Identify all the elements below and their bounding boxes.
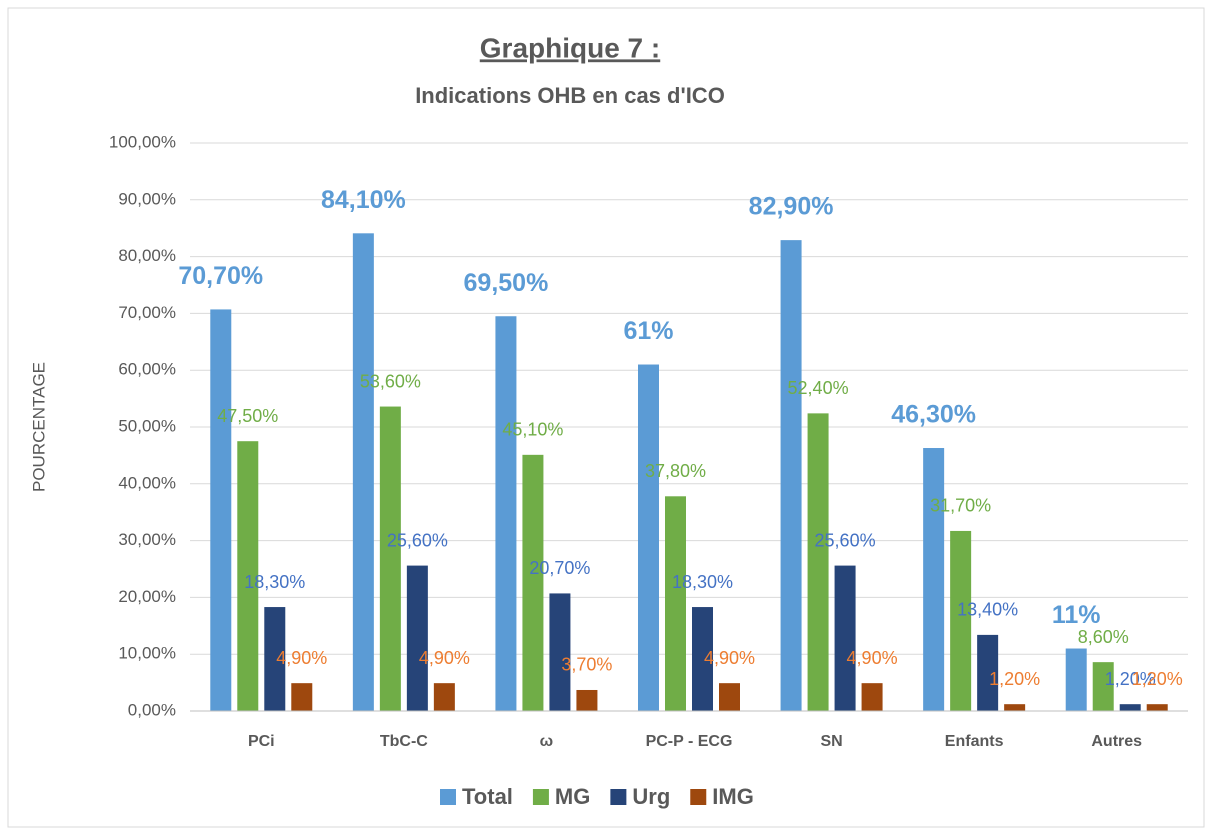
value-label: 25,60% — [815, 530, 876, 550]
value-label: 31,70% — [930, 496, 991, 516]
bar — [638, 364, 659, 711]
bar — [692, 607, 713, 711]
value-label: 52,40% — [788, 378, 849, 398]
bar — [379, 406, 401, 711]
value-label: 1,20% — [989, 669, 1040, 689]
bar — [1004, 704, 1026, 711]
bar — [549, 593, 571, 711]
bar — [665, 496, 686, 711]
bar — [834, 565, 856, 711]
bar — [977, 634, 999, 711]
value-label: 84,10% — [321, 186, 406, 214]
value-label: 70,70% — [178, 262, 263, 290]
y-tick-label: 90,00% — [118, 189, 176, 208]
bar — [780, 240, 802, 712]
legend-label: Total — [462, 784, 513, 809]
value-label: 53,60% — [360, 371, 421, 391]
legend-swatch — [440, 789, 456, 805]
legend-swatch — [690, 789, 707, 805]
x-tick-label: ω — [540, 733, 554, 750]
value-label: 37,80% — [645, 461, 706, 481]
value-label: 18,30% — [244, 572, 305, 592]
x-tick-label: PC-P - ECG — [646, 733, 733, 750]
bar — [861, 683, 883, 711]
x-tick-label: SN — [820, 733, 842, 750]
chart-title: Graphique 7 : — [480, 32, 660, 63]
value-label: 1,20% — [1105, 669, 1156, 689]
bar — [950, 530, 972, 711]
bar — [1065, 648, 1087, 711]
bar — [1146, 704, 1168, 711]
x-tick-label: Autres — [1091, 733, 1142, 750]
y-tick-label: 60,00% — [118, 360, 176, 379]
legend-swatch — [610, 789, 627, 805]
value-label: 82,90% — [749, 193, 834, 221]
value-label: 4,90% — [847, 648, 898, 668]
x-tick-label: PCi — [248, 733, 275, 750]
bar — [1092, 662, 1114, 711]
bar — [522, 454, 544, 711]
y-tick-label: 10,00% — [118, 644, 176, 663]
y-axis-label: POURCENTAGE — [29, 362, 48, 492]
bar — [1119, 704, 1141, 711]
value-label: 11% — [1052, 601, 1101, 629]
y-tick-label: 80,00% — [118, 246, 176, 265]
y-tick-label: 30,00% — [118, 530, 176, 549]
legend-label: IMG — [712, 784, 754, 809]
y-tick-label: 0,00% — [128, 700, 176, 719]
value-label: 8,60% — [1078, 627, 1129, 647]
bar — [923, 448, 945, 711]
value-label: 4,90% — [419, 648, 470, 668]
legend-swatch — [532, 789, 549, 805]
legend-label: MG — [555, 784, 590, 809]
value-label: 1,20% — [1132, 669, 1183, 689]
legend-label: Urg — [632, 784, 670, 809]
value-label: 18,30% — [672, 572, 733, 592]
bar — [495, 316, 517, 711]
value-label: 45,10% — [502, 420, 563, 440]
chart-border — [7, 7, 1205, 828]
bar — [807, 413, 829, 711]
bar — [576, 689, 598, 711]
bar — [210, 309, 232, 711]
value-label: 4,90% — [276, 648, 327, 668]
bar — [237, 441, 259, 711]
value-label: 13,40% — [957, 600, 1018, 620]
chart-subtitle: Indications OHB en cas d'ICO — [415, 83, 725, 108]
value-label: 20,70% — [529, 558, 590, 578]
value-label: 46,30% — [891, 401, 976, 429]
x-tick-label: Enfants — [945, 733, 1004, 750]
y-tick-label: 100,00% — [109, 132, 176, 151]
x-tick-label: TbC-C — [380, 733, 428, 750]
y-tick-label: 70,00% — [118, 303, 176, 322]
value-label: 61% — [623, 317, 673, 345]
value-label: 4,90% — [704, 648, 755, 668]
bar — [433, 683, 455, 711]
bar — [352, 233, 374, 711]
y-tick-label: 40,00% — [118, 473, 176, 492]
bar — [719, 683, 740, 711]
value-label: 47,50% — [217, 406, 278, 426]
y-tick-label: 50,00% — [118, 416, 176, 435]
value-label: 3,70% — [561, 655, 612, 675]
bar — [406, 565, 428, 711]
value-label: 69,50% — [464, 269, 549, 297]
value-label: 25,60% — [387, 530, 448, 550]
bar — [291, 683, 313, 711]
bar — [264, 607, 286, 711]
y-tick-label: 20,00% — [118, 587, 176, 606]
